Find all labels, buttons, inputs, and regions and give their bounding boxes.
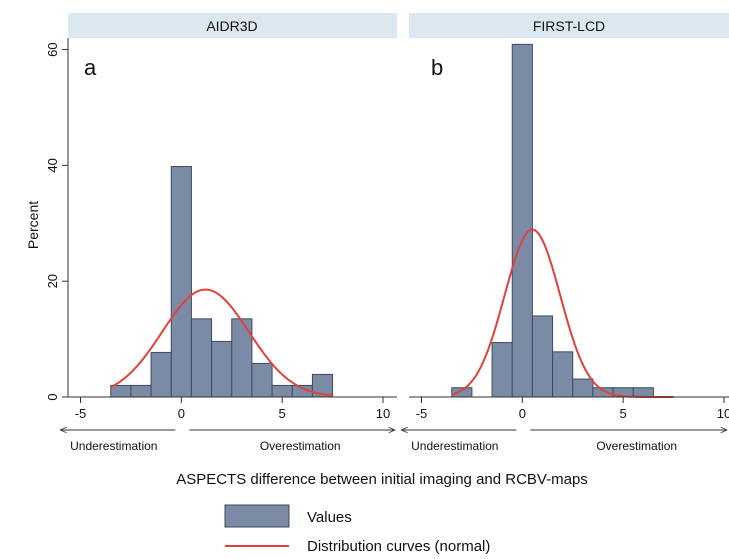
bar-b-6: [632, 387, 654, 398]
y-tick-label-40: 40: [45, 158, 60, 172]
x-tick-label-a-5: 5: [279, 406, 286, 421]
normal-curve-a: [110, 288, 333, 397]
bar-a-1: [190, 318, 213, 398]
panel-b: FIRST-LCD b -5 0 5 10 Underestimation Overesti…: [401, 13, 729, 453]
underestimation-label-b: Underestimation: [411, 439, 498, 453]
y-tick-label-20: 20: [45, 274, 60, 288]
x-tick-label-b-5: 5: [620, 406, 627, 421]
bar-a-5: [271, 384, 293, 398]
bar-a-4: [251, 362, 273, 398]
bar-a--3: [110, 384, 132, 398]
panel-b-title: FIRST-LCD: [533, 18, 605, 34]
bar-b--1: [491, 342, 513, 398]
y-tick-label-60: 60: [45, 42, 60, 56]
bar-a-2: [211, 340, 233, 398]
legend-curve-label: Distribution curves (normal): [307, 538, 490, 555]
x-tick-label-a-0: 0: [178, 406, 185, 421]
bar-b-3: [572, 378, 594, 398]
panel-b-letter: b: [431, 55, 443, 80]
y-axis-label: Percent: [25, 201, 41, 249]
panel-b-plot: b -5 0 5 10 Underestimation Overestimation: [401, 43, 729, 453]
bar-b-2: [552, 351, 574, 398]
legend-values-swatch: [224, 504, 290, 528]
bar-a--2: [130, 384, 152, 398]
underestimation-label-a: Underestimation: [70, 439, 157, 453]
y-axis: 0 20 40 60: [45, 38, 69, 401]
panel-a: AIDR3D a -5 0 5 10 Underestimation Overestimat…: [60, 13, 397, 453]
bar-a-0: [170, 166, 192, 398]
panel-a-header: [68, 13, 397, 38]
x-tick-label-b-0: 0: [519, 406, 526, 421]
bar-b-1: [531, 315, 554, 398]
bar-b-0: [511, 43, 533, 398]
x-axis-title: ASPECTS difference between initial imagi…: [176, 471, 588, 488]
panel-a-letter: a: [84, 55, 97, 80]
x-tick-label-a--5: -5: [75, 406, 87, 421]
legend-values-label: Values: [307, 509, 352, 526]
x-tick-label-b--5: -5: [416, 406, 428, 421]
overestimation-label-a: Overestimation: [260, 439, 341, 453]
overestimation-label-b: Overestimation: [596, 439, 677, 453]
y-tick-label-0: 0: [45, 393, 60, 400]
panel-a-plot: a -5 0 5 10 Underestimation Overestimation: [60, 55, 397, 453]
legend: Values Distribution curves (normal): [224, 504, 490, 555]
bar-a--1: [150, 351, 172, 398]
x-tick-label-a-10: 10: [376, 406, 390, 421]
panel-b-header: [409, 13, 729, 38]
panel-a-title: AIDR3D: [206, 18, 257, 34]
x-tick-label-b-10: 10: [717, 406, 729, 421]
